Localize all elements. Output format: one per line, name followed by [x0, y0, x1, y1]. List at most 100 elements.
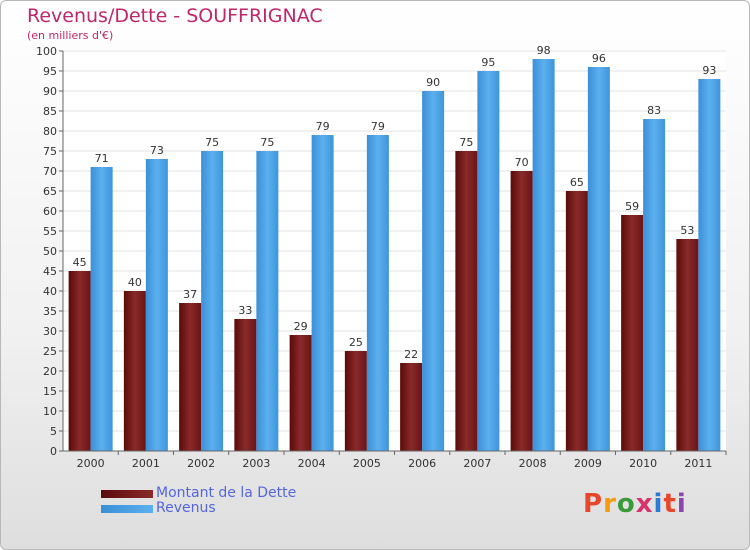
x-tick-label: 2000: [77, 457, 105, 470]
data-label-revenus: 98: [537, 44, 551, 57]
y-tick-label: 50: [43, 245, 57, 258]
y-tick-label: 95: [43, 65, 57, 78]
logo-letter: i: [653, 489, 664, 519]
y-tick-label: 65: [43, 185, 57, 198]
bar-revenus: [311, 135, 334, 451]
y-tick-label: 75: [43, 145, 57, 158]
x-tick-label: 2009: [574, 457, 602, 470]
data-label-revenus: 79: [371, 120, 385, 133]
logo-letter: o: [616, 489, 636, 519]
y-tick-label: 0: [50, 445, 57, 458]
data-label-debt: 53: [680, 224, 694, 237]
y-tick-label: 85: [43, 105, 57, 118]
y-tick-label: 15: [43, 385, 57, 398]
logo-letter: t: [663, 489, 677, 519]
y-tick-label: 10: [43, 405, 57, 418]
data-label-revenus: 96: [592, 52, 606, 65]
y-tick-label: 35: [43, 305, 57, 318]
x-tick-label: 2007: [463, 457, 491, 470]
data-label-revenus: 75: [205, 136, 219, 149]
data-label-debt: 29: [294, 320, 308, 333]
x-tick-label: 2005: [353, 457, 381, 470]
bar-revenus: [201, 151, 224, 451]
bar-debt: [676, 239, 699, 451]
bar-revenus: [587, 67, 610, 451]
bar-debt: [289, 335, 312, 451]
y-tick-label: 20: [43, 365, 57, 378]
y-tick-label: 70: [43, 165, 57, 178]
x-tick-label: 2003: [242, 457, 270, 470]
y-tick-label: 5: [50, 425, 57, 438]
data-label-revenus: 93: [702, 64, 716, 77]
bar-debt: [179, 303, 202, 451]
bar-debt: [234, 319, 257, 451]
bar-revenus: [90, 167, 113, 451]
logo-letter: x: [635, 489, 654, 519]
data-label-revenus: 90: [426, 76, 440, 89]
y-tick-label: 45: [43, 265, 57, 278]
logo-letter: r: [603, 489, 617, 519]
bar-revenus: [477, 71, 500, 451]
legend-swatch-revenus: [101, 505, 153, 513]
bar-revenus: [145, 159, 168, 451]
y-tick-label: 60: [43, 205, 57, 218]
bar-debt: [455, 151, 478, 451]
labels: 0 5 10 15 20 25 30 35 40 45 50 55 60 65 70 75 80 85 90 95 10…: [36, 44, 716, 470]
data-label-revenus: 83: [647, 104, 661, 117]
data-label-debt: 37: [183, 288, 197, 301]
y-tick-label: 30: [43, 325, 57, 338]
y-tick-label: 25: [43, 345, 57, 358]
logo-letter: P: [583, 489, 604, 519]
gridlines: [63, 50, 726, 451]
y-tick-label: 40: [43, 285, 57, 298]
data-label-debt: 45: [73, 256, 87, 269]
data-label-debt: 59: [625, 200, 639, 213]
bar-revenus: [698, 79, 721, 451]
proxiti-logo: Proxiti: [583, 489, 687, 519]
x-tick-label: 2008: [519, 457, 547, 470]
bars: [68, 59, 721, 451]
bar-debt: [621, 215, 644, 451]
bar-debt: [565, 191, 588, 451]
data-label-debt: 40: [128, 276, 142, 289]
x-tick-label: 2002: [187, 457, 215, 470]
legend-label-revenus: Revenus: [156, 500, 216, 516]
bar-revenus: [366, 135, 389, 451]
axes: [59, 50, 727, 455]
y-tick-label: 80: [43, 125, 57, 138]
data-label-revenus: 95: [481, 56, 495, 69]
y-tick-label: 55: [43, 225, 57, 238]
data-label-debt: 75: [459, 136, 473, 149]
data-label-revenus: 75: [260, 136, 274, 149]
y-tick-label: 100: [36, 45, 57, 58]
x-tick-label: 2001: [132, 457, 160, 470]
bar-debt: [123, 291, 146, 451]
data-label-debt: 70: [515, 156, 529, 169]
bar-debt: [400, 363, 423, 451]
data-label-debt: 22: [404, 348, 418, 361]
data-label-revenus: 73: [150, 144, 164, 157]
x-tick-label: 2010: [629, 457, 657, 470]
data-label-debt: 65: [570, 176, 584, 189]
data-label-revenus: 79: [316, 120, 330, 133]
bar-debt: [344, 351, 367, 451]
bar-revenus: [532, 59, 555, 451]
x-tick-label: 2011: [684, 457, 712, 470]
x-tick-label: 2004: [298, 457, 326, 470]
logo-letter: i: [676, 489, 687, 519]
bar-debt: [510, 171, 533, 451]
legend-label-debt: Montant de la Dette: [156, 485, 297, 501]
data-label-debt: 33: [238, 304, 252, 317]
chart-title: Revenus/Dette - SOUFFRIGNAC: [27, 5, 323, 27]
legend-swatch-debt: [101, 490, 153, 498]
chart-subtitle: (en milliers d'€): [27, 29, 114, 42]
data-label-revenus: 71: [95, 152, 109, 165]
bar-revenus: [422, 91, 445, 451]
bar-revenus: [643, 119, 666, 451]
x-tick-label: 2006: [408, 457, 436, 470]
bar-debt: [68, 271, 91, 451]
data-label-debt: 25: [349, 336, 363, 349]
bar-revenus: [256, 151, 279, 451]
